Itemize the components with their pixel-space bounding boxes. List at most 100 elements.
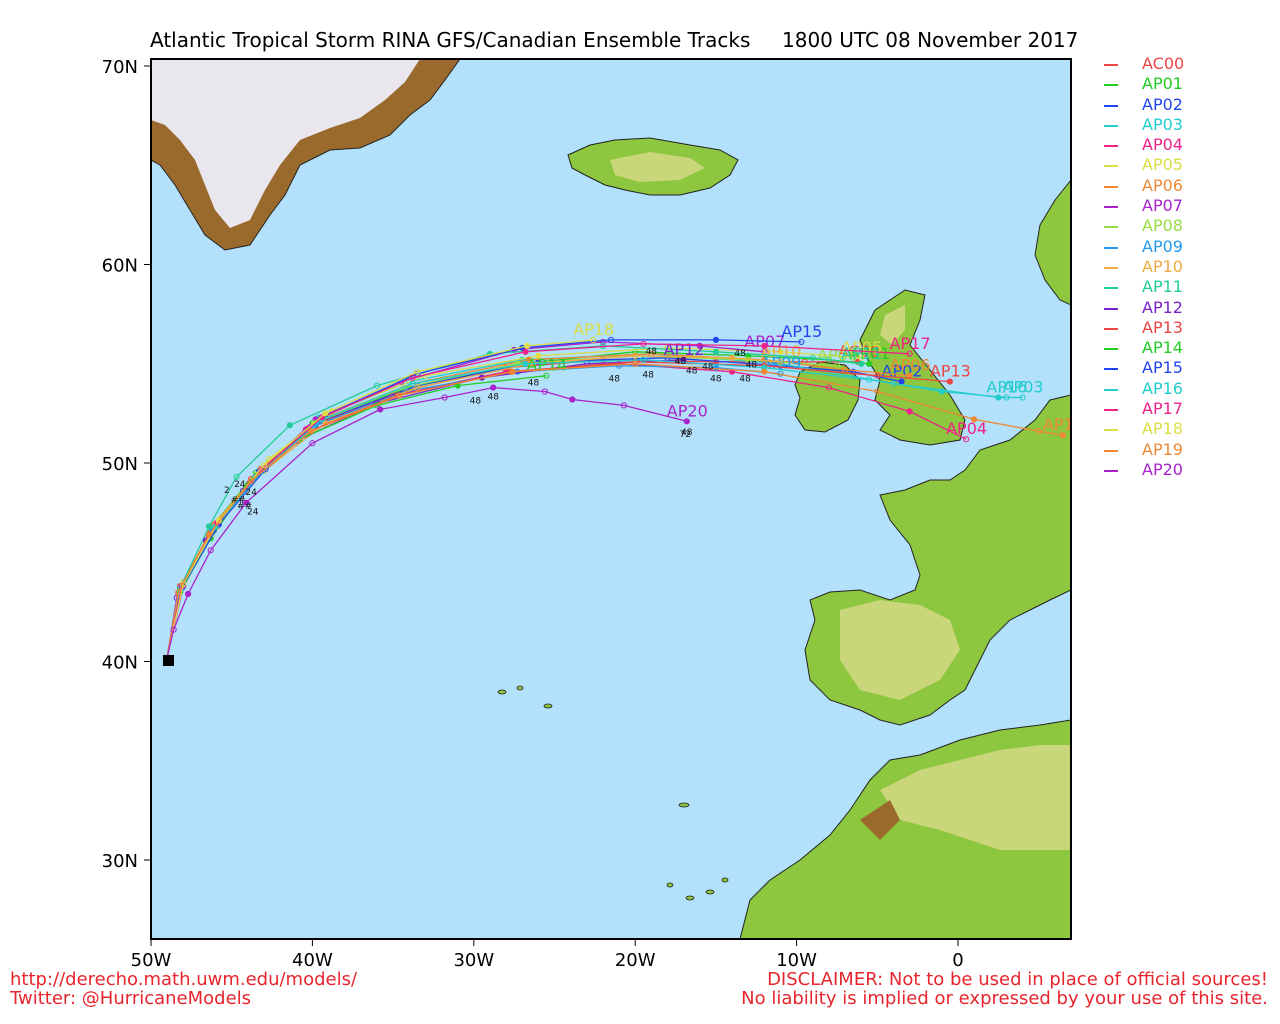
tracks-layer: AC00AP01AP02AP03AP04AP05AP06AP07AP08AP09… xyxy=(166,320,1084,658)
track-point xyxy=(1059,432,1067,439)
forecast-hour-label: ## xyxy=(231,496,246,506)
track-point xyxy=(866,360,873,367)
legend-item-ap04: AP04 xyxy=(1102,135,1272,155)
track-point xyxy=(632,352,639,359)
legend-item-ap17: AP17 xyxy=(1102,399,1272,419)
track-point xyxy=(599,338,607,345)
track-point xyxy=(569,396,576,403)
track-point xyxy=(938,388,946,395)
legend-label: AP14 xyxy=(1142,338,1183,358)
legend-swatch xyxy=(1104,429,1118,432)
track-point xyxy=(541,388,548,395)
legend-item-ap07: AP07 xyxy=(1102,196,1272,216)
track-point xyxy=(414,384,421,391)
legend-label: AP20 xyxy=(1142,459,1183,479)
track-point xyxy=(906,350,913,357)
forecast-hour-label: 48 xyxy=(681,428,693,438)
azores-islands xyxy=(497,685,553,709)
track-point xyxy=(971,416,978,423)
track-end-label: AP16 xyxy=(986,378,1027,397)
track-point xyxy=(490,384,497,391)
track-ap15: AP15 xyxy=(166,322,822,658)
forecast-hour-label: 48 xyxy=(734,349,746,359)
lon-tick-label: 40W xyxy=(292,950,333,971)
legend-swatch xyxy=(1104,64,1118,66)
track-end-label: AP19 xyxy=(1043,415,1084,434)
footer-url[interactable]: http://derecho.math.uwm.edu/models/ xyxy=(10,969,358,990)
legend-item-ap05: AP05 xyxy=(1102,155,1272,175)
legend-item-ap15: AP15 xyxy=(1102,358,1272,378)
lat-tick-label: 30N xyxy=(102,851,138,872)
legend-swatch xyxy=(1104,206,1118,209)
legend-item-ap02: AP02 xyxy=(1102,95,1272,115)
track-point xyxy=(728,354,736,361)
track-point xyxy=(409,374,416,381)
track-point xyxy=(850,368,857,375)
legend-label: AP12 xyxy=(1142,297,1183,317)
track-point xyxy=(535,352,542,359)
legend-swatch xyxy=(1104,449,1118,452)
track-point xyxy=(215,517,222,524)
track-end-label: AP17 xyxy=(890,334,931,353)
track-point xyxy=(946,378,954,385)
forecast-hour-label: 24 xyxy=(247,508,259,518)
forecast-hour-label: 72 xyxy=(679,430,690,440)
track-end-label: AP15 xyxy=(781,322,822,341)
legend-label: AP18 xyxy=(1142,419,1183,439)
legend-swatch xyxy=(1104,469,1118,472)
storm-start-marker xyxy=(163,655,174,666)
forecast-hour-label: 48 xyxy=(470,397,482,407)
track-point xyxy=(761,342,768,349)
track-point xyxy=(874,388,881,395)
track-point xyxy=(373,382,381,389)
track-point xyxy=(248,477,255,484)
lon-tick-label: 10W xyxy=(776,950,817,971)
track-point xyxy=(307,428,314,435)
lat-tick-label: 40N xyxy=(102,653,138,674)
forecast-hour-label: 48 xyxy=(710,375,722,385)
track-point xyxy=(664,344,671,351)
legend-label: AP02 xyxy=(1142,94,1183,114)
legend-label: AP08 xyxy=(1142,216,1183,236)
track-point xyxy=(858,360,865,367)
iceland-highland xyxy=(610,152,705,182)
legend-swatch xyxy=(1104,145,1118,148)
footer-liability: No liability is implied or expressed by … xyxy=(741,988,1268,1009)
track-point xyxy=(640,340,647,347)
legend-item-ap18: AP18 xyxy=(1102,419,1272,439)
legend-swatch xyxy=(1104,327,1118,330)
legend-item-ap03: AP03 xyxy=(1102,115,1272,135)
legend-swatch xyxy=(1104,165,1118,168)
legend-swatch xyxy=(1104,287,1118,290)
track-end-label: AP18 xyxy=(573,320,614,339)
legend-label: AP17 xyxy=(1142,399,1183,419)
legend-item-ap01: AP01 xyxy=(1102,74,1272,94)
legend-item-ap20: AP20 xyxy=(1102,460,1272,480)
legend-item-ap13: AP13 xyxy=(1102,318,1272,338)
track-point xyxy=(319,414,326,421)
axes-layer: 50W 40W 30W 20W 10W 0 70N 60N 50N 40N 30N xyxy=(102,57,964,971)
track-end-label: AP03 xyxy=(1003,378,1044,397)
track-point xyxy=(1019,394,1026,401)
legend-label: AP07 xyxy=(1142,196,1183,216)
track-ap20: AP20 xyxy=(166,384,708,658)
track-line xyxy=(166,339,802,658)
legend-label: AP04 xyxy=(1142,135,1183,155)
track-point xyxy=(322,410,329,417)
footer-twitter[interactable]: Twitter: @HurricaneModels xyxy=(10,988,252,1009)
legend-item-ap06: AP06 xyxy=(1102,176,1272,196)
legend-item-ap10: AP10 xyxy=(1102,257,1272,277)
track-point xyxy=(522,348,529,355)
track-point xyxy=(777,348,784,355)
forecast-hour-label: 48 xyxy=(487,393,499,403)
forecast-hour-label: 2 xyxy=(224,486,230,496)
map-title: Atlantic Tropical Storm RINA GFS/Canadia… xyxy=(150,28,751,52)
lon-tick-label: 30W xyxy=(453,950,494,971)
legend-label: AP01 xyxy=(1142,74,1183,94)
track-point xyxy=(1003,394,1010,401)
track-point xyxy=(607,336,615,343)
track-point xyxy=(590,336,597,343)
track-point xyxy=(833,362,841,369)
legend-label: AP15 xyxy=(1142,358,1183,378)
forecast-hour-label: 48 xyxy=(642,371,654,381)
